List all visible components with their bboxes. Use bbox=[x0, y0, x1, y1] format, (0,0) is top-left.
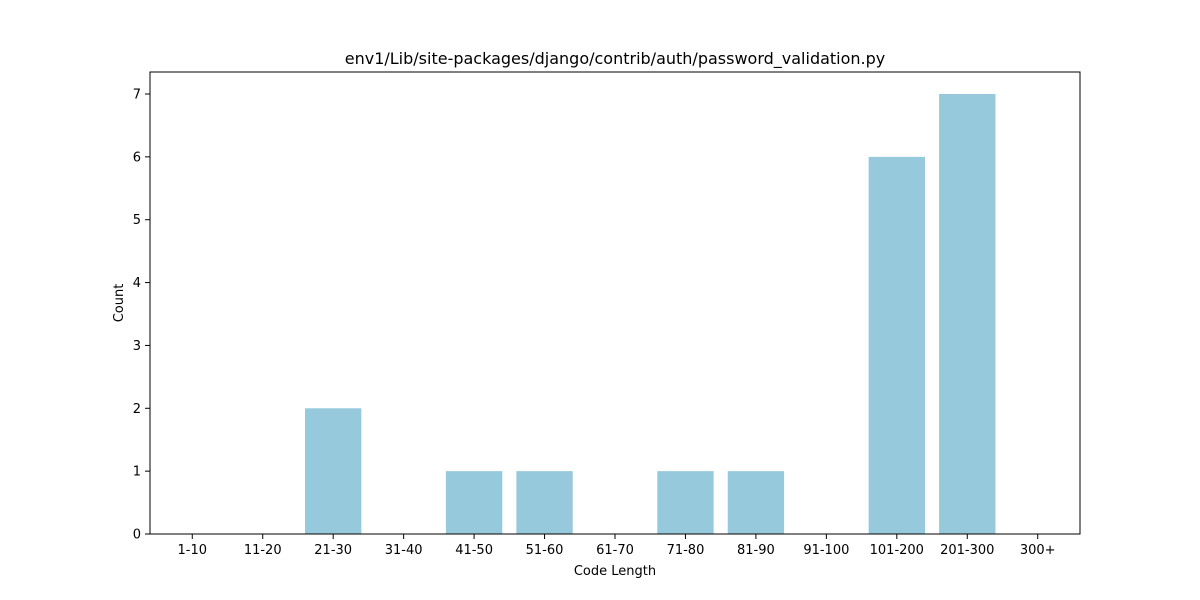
x-tick-label: 11-20 bbox=[244, 543, 282, 558]
bar-101-200 bbox=[868, 156, 925, 535]
x-tick-label: 31-40 bbox=[385, 543, 423, 558]
x-tick-label: 41-50 bbox=[455, 543, 493, 558]
x-tick-label: 101-200 bbox=[870, 543, 924, 558]
bar-81-90 bbox=[727, 471, 785, 534]
x-tick-label: 300+ bbox=[1020, 543, 1056, 558]
x-tick-label: 91-100 bbox=[803, 543, 849, 558]
x-tick-label: 21-30 bbox=[314, 543, 352, 558]
bar-201-300 bbox=[939, 94, 996, 534]
chart-title: env1/Lib/site-packages/django/contrib/au… bbox=[345, 49, 886, 69]
y-axis: 0 1 2 3 4 5 6 7 bbox=[133, 88, 150, 543]
y-tick-label: 0 bbox=[133, 528, 141, 543]
bar-71-80 bbox=[657, 471, 714, 534]
bar-21-30 bbox=[305, 408, 362, 534]
x-tick-label: 61-70 bbox=[596, 543, 634, 558]
y-tick-label: 2 bbox=[133, 402, 141, 417]
y-tick-label: 6 bbox=[133, 150, 141, 165]
bar-51-60 bbox=[516, 471, 573, 534]
bars-group bbox=[305, 94, 996, 535]
x-tick-label: 201-300 bbox=[940, 543, 994, 558]
y-tick-label: 7 bbox=[133, 88, 141, 103]
bar-41-50 bbox=[445, 471, 503, 534]
y-tick-label: 1 bbox=[133, 465, 141, 480]
x-tick-label: 51-60 bbox=[526, 543, 564, 558]
x-axis: 1-10 11-20 21-30 31-40 41-50 51-60 61-70 71-80 8… bbox=[178, 534, 1056, 558]
x-axis-label: Code Length bbox=[574, 564, 656, 579]
x-tick-label: 71-80 bbox=[667, 543, 705, 558]
x-tick-label: 81-90 bbox=[737, 543, 775, 558]
y-tick-label: 5 bbox=[133, 213, 141, 228]
x-tick-label: 1-10 bbox=[178, 543, 208, 558]
y-tick-label: 4 bbox=[133, 276, 141, 291]
y-axis-label: Count bbox=[112, 284, 127, 323]
y-tick-label: 3 bbox=[133, 339, 141, 354]
